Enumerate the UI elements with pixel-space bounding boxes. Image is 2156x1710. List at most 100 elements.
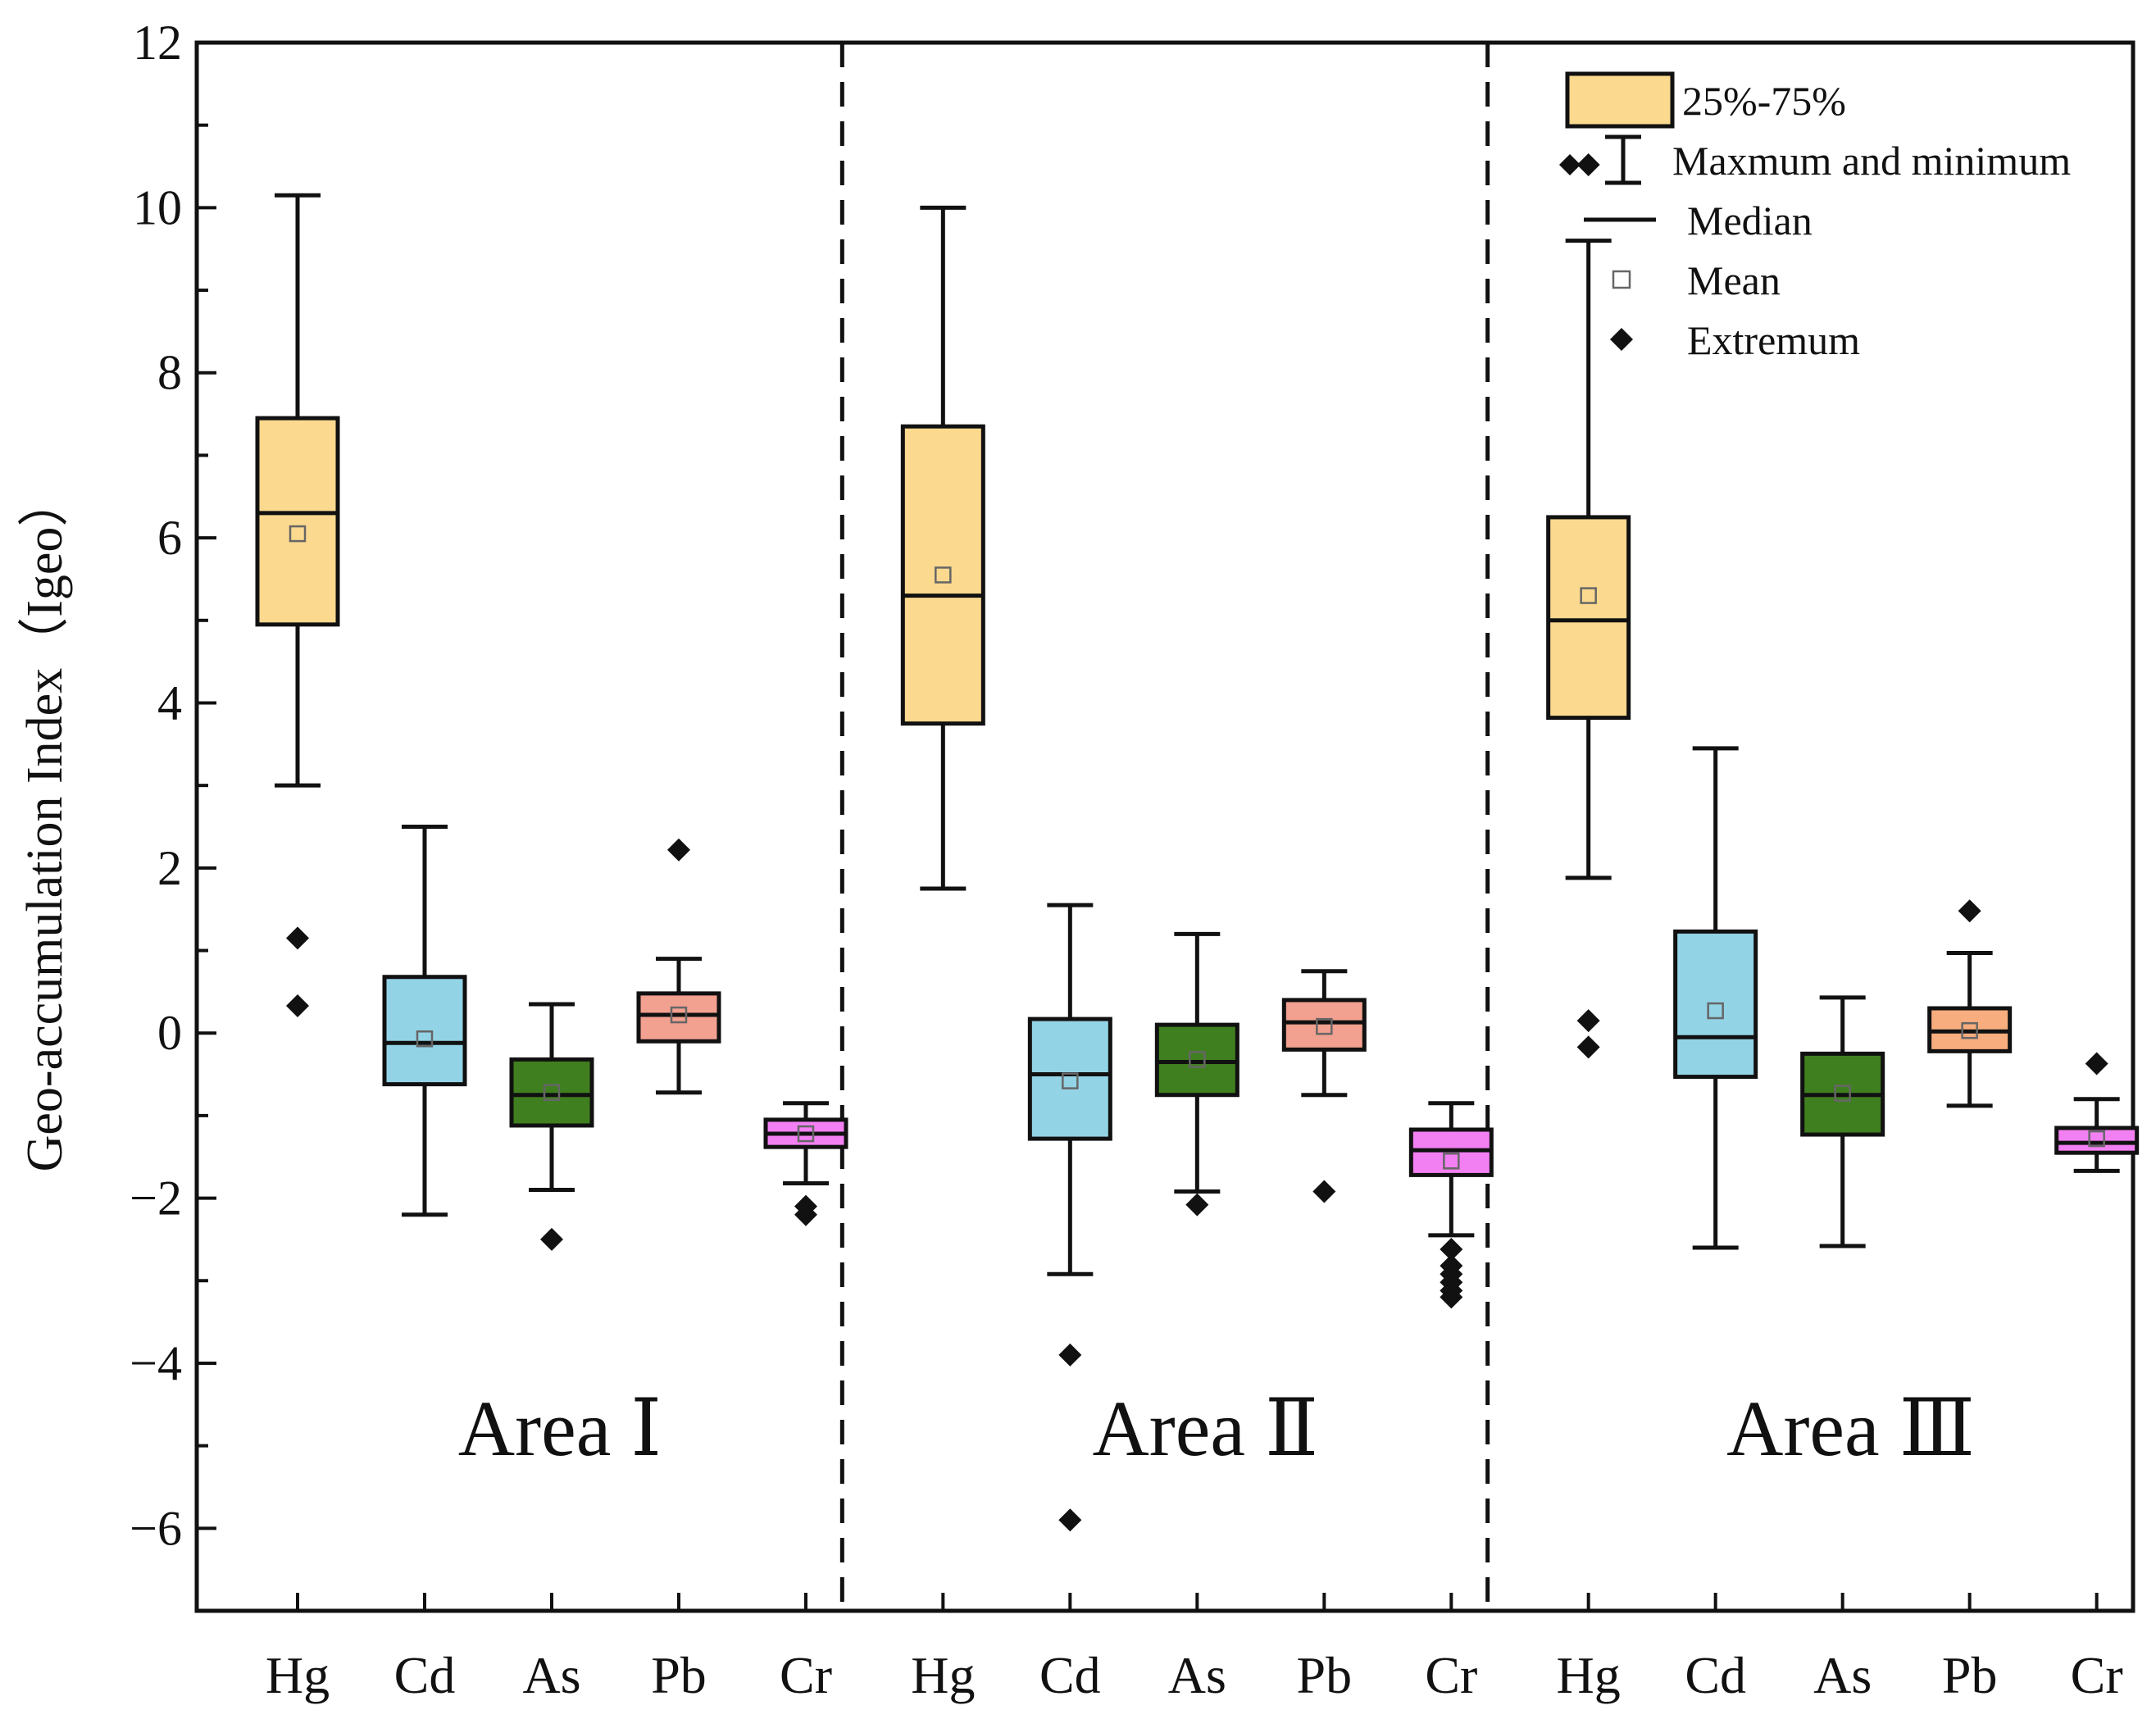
x-tick-label: As (522, 1646, 580, 1704)
box-pb (1281, 969, 1367, 1203)
outlier-marker (1576, 153, 1600, 177)
x-tick-label: As (1813, 1646, 1872, 1704)
y-tick-label: −2 (130, 1171, 182, 1226)
area-label: Area Ⅰ (458, 1385, 662, 1472)
iqr-box (1546, 515, 1631, 721)
y-tick-label: 8 (157, 346, 182, 400)
mean-marker (2088, 1130, 2105, 1148)
outlier-marker (1576, 1035, 1600, 1059)
y-tick-label: −6 (130, 1501, 182, 1555)
y-tick-label: 10 (133, 180, 182, 234)
y-tick-label: 0 (157, 1006, 182, 1060)
iqr-box (1154, 1022, 1239, 1098)
box-cr (2054, 1052, 2140, 1173)
x-tick-label: Hg (1557, 1646, 1621, 1704)
x-axis: Hg Cd As Pb Cr Hg Cd As Pb Cr Hg Cd As Pb Cr (266, 1593, 2123, 1704)
mean-marker (289, 525, 307, 543)
box-cr (1408, 1101, 1494, 1309)
x-tick-label: Cd (1685, 1646, 1746, 1704)
area-group (255, 193, 848, 1251)
area-group (1546, 153, 2140, 1250)
box-hg (255, 193, 340, 1017)
mean-marker (1961, 1021, 1978, 1039)
legend-extremum-swatch (1610, 328, 1633, 351)
outlier-marker (1440, 1285, 1463, 1309)
mean-marker (416, 1030, 434, 1048)
outlier-marker (1058, 1508, 1082, 1532)
x-tick-label: Cr (1425, 1646, 1477, 1704)
outlier-marker (2085, 1052, 2108, 1076)
outlier-marker (286, 994, 309, 1017)
box-as (1154, 931, 1239, 1217)
legend-label: Maxmum and minimum (1672, 138, 2071, 184)
legend-label: Mean (1687, 257, 1781, 303)
x-tick-label: Pb (651, 1646, 707, 1704)
box-pb (1927, 899, 2013, 1108)
outlier-marker (1576, 1009, 1600, 1033)
legend-label: Median (1687, 198, 1813, 243)
legend-label: 25%-75% (1682, 78, 1846, 124)
mean-marker (1580, 587, 1597, 604)
box-cr (763, 1101, 848, 1226)
iqr-box (1027, 1016, 1112, 1141)
iqr-box (636, 991, 721, 1044)
mean-marker (670, 1006, 688, 1024)
x-tick-label: Cd (1039, 1646, 1101, 1704)
outlier-marker (1185, 1193, 1209, 1217)
legend-item-box: 25%-75% (1565, 71, 1846, 129)
y-tick-label: 6 (157, 511, 182, 565)
mean-marker (797, 1125, 815, 1143)
legend-extremum-sample (1559, 154, 1581, 175)
x-tick-label: As (1168, 1646, 1226, 1704)
outlier-marker (794, 1203, 817, 1226)
iqr-box (1281, 998, 1367, 1052)
box-cd (1673, 746, 1758, 1250)
outlier-marker (1312, 1180, 1336, 1203)
y-axis: 12 10 8 6 4 2 0 −2 −4 −6 (130, 16, 216, 1555)
box-hg (1546, 153, 1631, 1059)
mean-marker (1707, 1002, 1724, 1020)
x-tick-label: Pb (1297, 1646, 1353, 1704)
outlier-marker (1440, 1238, 1463, 1262)
outlier-marker (286, 926, 309, 950)
area-labels: Area Ⅰ Area Ⅱ Area Ⅲ (458, 1385, 1975, 1472)
x-tick-label: Cr (780, 1646, 832, 1704)
box-cd (382, 825, 467, 1217)
box-as (509, 1002, 594, 1251)
mean-marker (1316, 1017, 1333, 1035)
outlier-marker (540, 1227, 563, 1251)
legend-mean-swatch (1612, 270, 1631, 289)
area-label: Area Ⅲ (1726, 1385, 1975, 1472)
y-tick-label: 4 (157, 675, 182, 730)
box-as (1800, 995, 1885, 1248)
iqr-box (255, 416, 340, 627)
mean-marker (1062, 1072, 1079, 1089)
box-pb (636, 838, 721, 1095)
plot-frame (194, 40, 2136, 1613)
outlier-marker (667, 838, 690, 862)
legend: 25%-75% Maxmum and minimum Median Mean Extre… (1559, 71, 2071, 363)
legend-item-whisker: Maxmum and minimum (1559, 134, 2071, 185)
legend-box-swatch (1565, 71, 1675, 129)
area-separators (839, 43, 1490, 1611)
area-label: Area Ⅱ (1092, 1385, 1318, 1472)
x-tick-label: Hg (266, 1646, 330, 1704)
box-hg (900, 205, 985, 891)
box-series (255, 153, 2140, 1532)
area-group (900, 205, 1494, 1532)
box-cd (1027, 903, 1112, 1532)
legend-label: Extremum (1687, 317, 1860, 363)
x-tick-label: Cd (394, 1646, 456, 1704)
mean-marker (543, 1084, 561, 1101)
x-tick-label: Pb (1942, 1646, 1998, 1704)
y-tick-label: −4 (130, 1336, 182, 1390)
y-axis-label: Geo-accumulation Index（Igeo） (17, 476, 73, 1172)
legend-item-line: Median (1584, 198, 1813, 243)
legend-item-diamond: Extremum (1610, 317, 1860, 363)
x-tick-label: Cr (2071, 1646, 2123, 1704)
y-tick-label: 2 (157, 841, 182, 895)
y-tick-label: 12 (133, 16, 182, 70)
mean-marker (1834, 1085, 1851, 1102)
outlier-marker (1958, 899, 1981, 923)
